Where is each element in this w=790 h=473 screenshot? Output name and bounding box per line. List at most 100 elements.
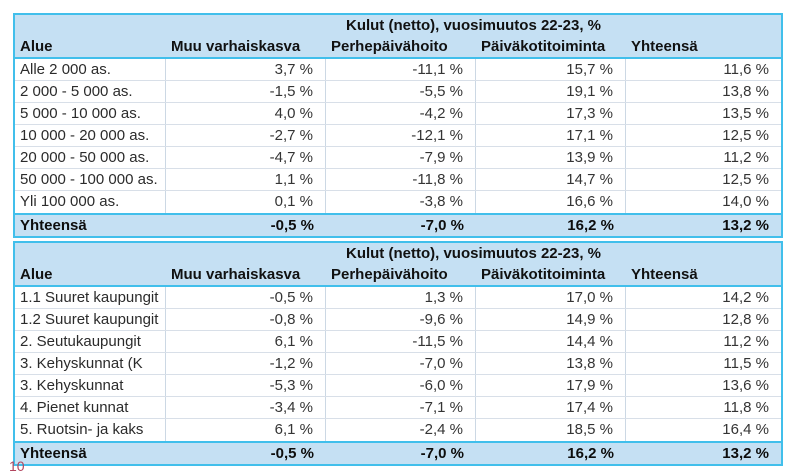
table-body: 1.1 Suuret kaupungit -0,5 % 1,3 % 17,0 % 14,… [15, 287, 781, 441]
value-cell: 18,5 % [476, 419, 626, 441]
value-cell: 14,4 % [476, 331, 626, 352]
column-header-muu-varhaiskasvatus: Muu varhaiskasva [171, 266, 301, 283]
value-cell: 6,1 % [166, 331, 326, 352]
value-cell: -4,7 % [166, 147, 326, 168]
table-row: 5 000 - 10 000 as. 4,0 % -4,2 % 17,3 % 13,5 … [15, 103, 781, 125]
total-value-cell: 13,2 % [722, 217, 769, 234]
value-cell: -0,8 % [166, 309, 326, 330]
table-row: 20 000 - 50 000 as. -4,7 % -7,9 % 13,9 % 11,… [15, 147, 781, 169]
value-cell: 14,2 % [722, 289, 769, 306]
value-cell: 4,0 % [166, 103, 326, 124]
row-label: 5 000 - 10 000 as. [15, 103, 166, 124]
value-cell: 12,5 % [722, 127, 769, 144]
column-header-perhepaivahoito: Perhepäivähoito [331, 266, 448, 283]
total-value-cell: -7,0 % [420, 217, 464, 234]
total-row: Yhteensä -0,5 % -7,0 % 16,2 % 13,2 % [15, 213, 781, 236]
table-row: 3. Kehyskunnat -5,3 % -6,0 % 17,9 % 13,6 % [15, 375, 781, 397]
value-cell: -11,5 % [326, 331, 476, 352]
row-label: 2. Seutukaupungit [15, 331, 166, 352]
column-header-perhepaivahoito: Perhepäivähoito [331, 38, 448, 55]
table-row: Yli 100 000 as. 0,1 % -3,8 % 16,6 % 14,0 % [15, 191, 781, 213]
value-cell: 1,1 % [166, 169, 326, 190]
row-label: 20 000 - 50 000 as. [15, 147, 166, 168]
value-cell: 13,8 % [476, 353, 626, 374]
table-title: Kulut (netto), vuosimuutos 22-23, % [345, 17, 601, 34]
total-value-cell: 16,2 % [567, 217, 614, 234]
value-cell: 12,8 % [722, 311, 769, 328]
page-number: 10 [9, 458, 25, 473]
value-cell: -7,9 % [326, 147, 476, 168]
value-cell: 15,7 % [476, 59, 626, 80]
table-row: Alle 2 000 as. 3,7 % -11,1 % 15,7 % 11,6 % [15, 59, 781, 81]
value-cell: 17,0 % [476, 287, 626, 308]
value-cell: -9,6 % [326, 309, 476, 330]
value-cell: 14,7 % [476, 169, 626, 190]
value-cell: 13,6 % [722, 377, 769, 394]
table-title-row: Kulut (netto), vuosimuutos 22-23, % [15, 15, 781, 36]
column-header-paivakotitoiminta: Päiväkotitoiminta [481, 266, 606, 283]
table-municipality-type: Kulut (netto), vuosimuutos 22-23, % Alue… [13, 241, 783, 466]
table-row: 50 000 - 100 000 as. 1,1 % -11,8 % 14,7 % 12… [15, 169, 781, 191]
total-value-cell: -7,0 % [420, 445, 464, 462]
row-label: 4. Pienet kunnat [15, 397, 166, 418]
total-label: Yhteensä [20, 217, 87, 234]
value-cell: 17,1 % [476, 125, 626, 146]
value-cell: -7,0 % [326, 353, 476, 374]
value-cell: 17,4 % [476, 397, 626, 418]
value-cell: 17,9 % [476, 375, 626, 396]
total-value-cell: 16,2 % [567, 445, 614, 462]
value-cell: -11,8 % [326, 169, 476, 190]
value-cell: -5,3 % [166, 375, 326, 396]
column-header-muu-varhaiskasvatus: Muu varhaiskasva [171, 38, 301, 55]
value-cell: 14,0 % [722, 193, 769, 210]
table-row: 2. Seutukaupungit 6,1 % -11,5 % 14,4 % 11,2 … [15, 331, 781, 353]
table-population-size: Kulut (netto), vuosimuutos 22-23, % Alue… [13, 13, 783, 238]
row-label: 3. Kehyskunnat [15, 375, 166, 396]
row-label: 10 000 - 20 000 as. [15, 125, 166, 146]
value-cell: 1,3 % [326, 287, 476, 308]
row-label: 50 000 - 100 000 as. [15, 169, 166, 190]
value-cell: -12,1 % [326, 125, 476, 146]
value-cell: 19,1 % [476, 81, 626, 102]
table-title: Kulut (netto), vuosimuutos 22-23, % [345, 245, 601, 262]
value-cell: 11,2 % [723, 333, 769, 350]
value-cell: -5,5 % [326, 81, 476, 102]
value-cell: -11,1 % [326, 59, 476, 80]
value-cell: -3,8 % [326, 191, 476, 213]
value-cell: 12,5 % [722, 171, 769, 188]
column-header-row: Alue Muu varhaiskasva Perhepäivähoito Pä… [15, 264, 781, 287]
value-cell: 11,8 % [723, 399, 769, 416]
total-label: Yhteensä [20, 445, 87, 462]
value-cell: -2,4 % [326, 419, 476, 441]
total-row: Yhteensä -0,5 % -7,0 % 16,2 % 13,2 % [15, 441, 781, 464]
row-label: 2 000 - 5 000 as. [15, 81, 166, 102]
table-row: 10 000 - 20 000 as. -2,7 % -12,1 % 17,1 % 12… [15, 125, 781, 147]
value-cell: 6,1 % [166, 419, 326, 441]
value-cell: -4,2 % [326, 103, 476, 124]
value-cell: 13,9 % [476, 147, 626, 168]
row-label: 3. Kehyskunnat (K [15, 353, 166, 374]
value-cell: 16,4 % [722, 421, 769, 438]
value-cell: 13,8 % [722, 83, 769, 100]
value-cell: 16,6 % [476, 191, 626, 213]
value-cell: 11,6 % [723, 61, 769, 78]
value-cell: 14,9 % [476, 309, 626, 330]
value-cell: 11,2 % [723, 149, 769, 166]
table-body: Alle 2 000 as. 3,7 % -11,1 % 15,7 % 11,6 % 2 … [15, 59, 781, 213]
column-header-yhteensa: Yhteensä [631, 266, 698, 283]
value-cell: -3,4 % [166, 397, 326, 418]
value-cell: -1,5 % [166, 81, 326, 102]
total-value-cell: 13,2 % [722, 445, 769, 462]
value-cell: 3,7 % [166, 59, 326, 80]
table-row: 3. Kehyskunnat (K -1,2 % -7,0 % 13,8 % 11,5 … [15, 353, 781, 375]
value-cell: -1,2 % [166, 353, 326, 374]
column-header-row: Alue Muu varhaiskasva Perhepäivähoito Pä… [15, 36, 781, 59]
value-cell: -0,5 % [166, 287, 326, 308]
total-value-cell: -0,5 % [270, 217, 314, 234]
column-header-yhteensa: Yhteensä [631, 38, 698, 55]
value-cell: -2,7 % [166, 125, 326, 146]
row-label: 5. Ruotsin- ja kaks [15, 419, 166, 441]
value-cell: 13,5 % [722, 105, 769, 122]
row-label: Alle 2 000 as. [15, 59, 166, 80]
table-row: 2 000 - 5 000 as. -1,5 % -5,5 % 19,1 % 13,8 … [15, 81, 781, 103]
